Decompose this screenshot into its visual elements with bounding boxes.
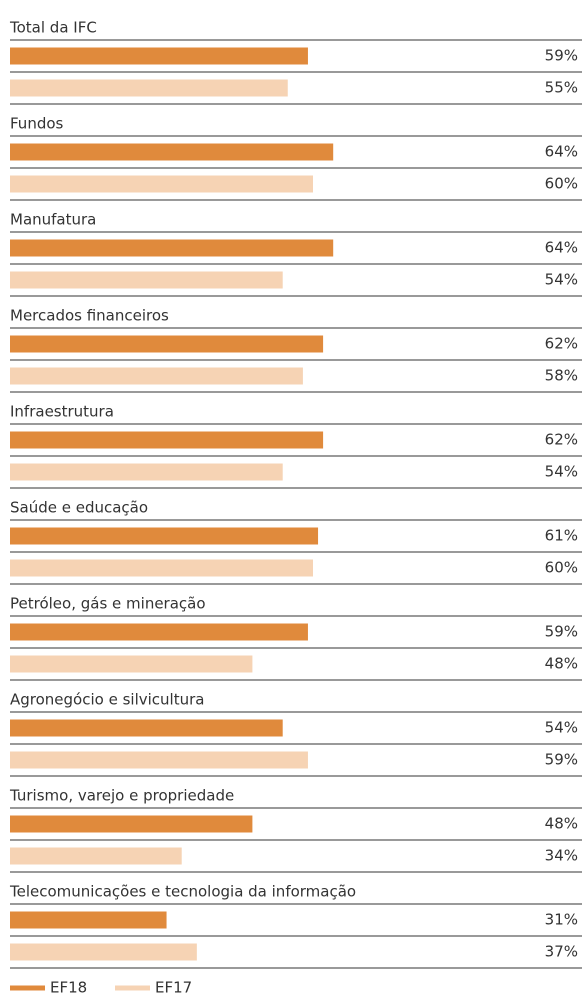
category-label: Telecomunicações e tecnologia da informa… bbox=[9, 883, 356, 901]
bar bbox=[10, 719, 283, 737]
value-label: 58% bbox=[545, 367, 578, 385]
bar bbox=[10, 463, 283, 481]
value-label: 60% bbox=[545, 175, 578, 193]
bar bbox=[10, 175, 313, 193]
category-label: Petróleo, gás e mineração bbox=[10, 595, 206, 613]
value-label: 34% bbox=[545, 847, 578, 865]
bar bbox=[10, 271, 283, 289]
bar bbox=[10, 911, 167, 929]
legend-swatch bbox=[10, 985, 45, 991]
value-label: 62% bbox=[545, 431, 578, 449]
category-label: Manufatura bbox=[10, 211, 96, 229]
category-label: Agronegócio e silvicultura bbox=[10, 691, 204, 709]
value-label: 54% bbox=[545, 271, 578, 289]
value-label: 54% bbox=[545, 463, 578, 481]
bar bbox=[10, 367, 303, 385]
value-label: 31% bbox=[545, 911, 578, 929]
legend-swatch bbox=[115, 985, 150, 991]
value-label: 62% bbox=[545, 335, 578, 353]
category-label: Turismo, varejo e propriedade bbox=[9, 787, 234, 805]
bar bbox=[10, 943, 197, 961]
bar bbox=[10, 815, 253, 833]
bar bbox=[10, 751, 308, 769]
category-label: Total da IFC bbox=[9, 19, 97, 37]
legend-label: EF17 bbox=[155, 979, 192, 997]
value-label: 59% bbox=[545, 47, 578, 65]
bar bbox=[10, 335, 324, 353]
bar bbox=[10, 143, 334, 161]
value-label: 54% bbox=[545, 719, 578, 737]
value-label: 64% bbox=[545, 239, 578, 257]
value-label: 48% bbox=[545, 655, 578, 673]
category-label: Saúde e educação bbox=[10, 499, 148, 517]
bar bbox=[10, 623, 308, 641]
value-label: 60% bbox=[545, 559, 578, 577]
value-label: 59% bbox=[545, 623, 578, 641]
legend-label: EF18 bbox=[50, 979, 87, 997]
bar bbox=[10, 527, 319, 545]
value-label: 37% bbox=[545, 943, 578, 961]
category-label: Infraestrutura bbox=[10, 403, 114, 421]
bar bbox=[10, 559, 313, 577]
bar bbox=[10, 847, 182, 865]
bar bbox=[10, 239, 334, 257]
bar bbox=[10, 47, 308, 65]
bar bbox=[10, 431, 324, 449]
value-label: 61% bbox=[545, 527, 578, 545]
category-label: Fundos bbox=[10, 115, 64, 133]
value-label: 64% bbox=[545, 143, 578, 161]
value-label: 55% bbox=[545, 79, 578, 97]
value-label: 59% bbox=[545, 751, 578, 769]
bar bbox=[10, 655, 253, 673]
bar bbox=[10, 79, 288, 97]
category-label: Mercados financeiros bbox=[10, 307, 169, 325]
value-label: 48% bbox=[545, 815, 578, 833]
